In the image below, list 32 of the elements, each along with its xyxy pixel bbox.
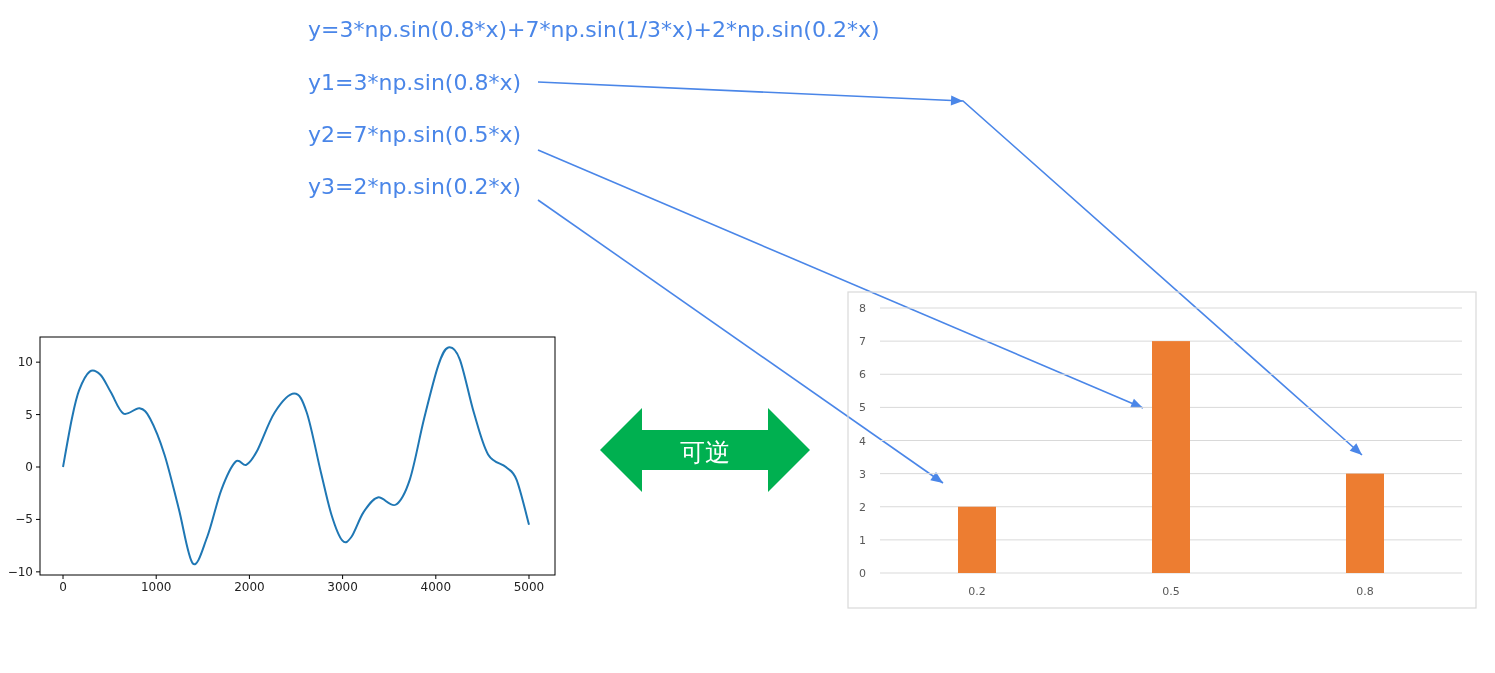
- text: y1=3*np.sin(0.8*x): [308, 70, 522, 95]
- text: 可逆: [680, 438, 730, 467]
- x-tick-label: 0.2: [968, 585, 986, 598]
- y-tick-label: 0: [859, 567, 866, 580]
- x-tick-label: 5000: [513, 580, 545, 594]
- x-tick-label: 4000: [420, 580, 452, 594]
- text: y=3*np.sin(0.8*x)+7*np.sin(1/3*x)+2*np.sin(0.2*x): [308, 17, 880, 42]
- y-tick-label: 3: [859, 467, 866, 481]
- y-tick-label: 4: [859, 434, 866, 448]
- text: y2=7*np.sin(0.5*x): [308, 122, 522, 147]
- y-tick-label: −10: [7, 564, 33, 579]
- y-tick-label: 0: [25, 460, 33, 475]
- line-series: [62, 346, 530, 566]
- x-tick-label: 3000: [327, 580, 358, 594]
- y-tick-label: −5: [15, 512, 33, 527]
- x-tick-label: 0.5: [1162, 585, 1180, 598]
- y-tick-label: 7: [859, 335, 866, 349]
- y-tick-label: 10: [17, 355, 33, 370]
- x-tick-label: 1000: [140, 580, 172, 594]
- y-tick-label: 2: [859, 500, 866, 514]
- y-tick-label: 1: [859, 533, 866, 547]
- x-tick-label: 2000: [234, 580, 265, 594]
- bar: [1152, 341, 1190, 573]
- y-tick-label: 5: [25, 407, 33, 422]
- y-tick-label: 5: [859, 401, 866, 415]
- bar: [958, 506, 996, 573]
- y-tick-label: 6: [859, 368, 866, 382]
- x-tick-label: 0.8: [1356, 585, 1374, 598]
- x-tick-label: 0: [59, 580, 67, 594]
- y-tick-label: 8: [859, 302, 866, 315]
- text: y3=2*np.sin(0.2*x): [308, 174, 522, 199]
- bar: [1346, 473, 1384, 573]
